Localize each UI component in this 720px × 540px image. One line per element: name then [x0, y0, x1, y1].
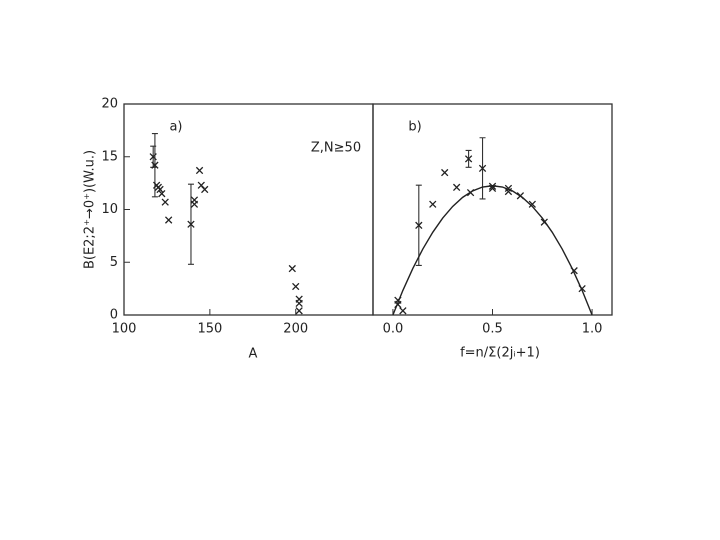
plot-frame	[123, 103, 374, 316]
x-tick-label: 0.0	[383, 322, 404, 337]
point	[164, 216, 173, 224]
annotation: Z,N≥50	[311, 141, 361, 156]
point	[201, 185, 209, 194]
annotation: b)	[408, 120, 421, 135]
point	[415, 221, 423, 229]
point	[151, 161, 159, 169]
point	[441, 168, 449, 177]
point	[161, 198, 169, 206]
x-tick-label: 150	[197, 322, 222, 337]
plot-frame	[372, 103, 613, 316]
x-tick-label: 0.5	[482, 322, 503, 337]
point	[295, 307, 303, 315]
point	[187, 220, 195, 228]
y-axis-label: B(E2;2⁺→0⁺)(W.u.)	[83, 150, 98, 269]
y-tick-label: 20	[101, 97, 118, 112]
point	[156, 185, 164, 194]
point	[158, 190, 166, 198]
fit-curve	[392, 185, 593, 316]
point	[452, 183, 461, 192]
x-tick-label: 1.0	[582, 322, 603, 337]
y-tick-label: 10	[101, 202, 118, 217]
point	[288, 264, 296, 273]
point	[464, 155, 473, 163]
x-tick-label: 100	[112, 322, 137, 337]
annotation: a)	[169, 120, 182, 135]
y-tick-label: 15	[101, 149, 118, 164]
point	[429, 200, 437, 208]
x-axis-label: f=n/Σ(2jᵢ+1)	[460, 346, 540, 361]
point	[399, 307, 407, 315]
point	[292, 282, 300, 291]
point	[295, 299, 303, 308]
x-tick-label: 200	[283, 322, 308, 337]
point	[528, 200, 536, 208]
point	[478, 164, 487, 173]
x-axis-label: A	[249, 347, 258, 362]
point	[190, 196, 199, 204]
y-tick-label: 5	[110, 255, 118, 270]
y-tick-label: 0	[110, 308, 118, 323]
point	[504, 187, 513, 196]
point	[195, 166, 204, 175]
